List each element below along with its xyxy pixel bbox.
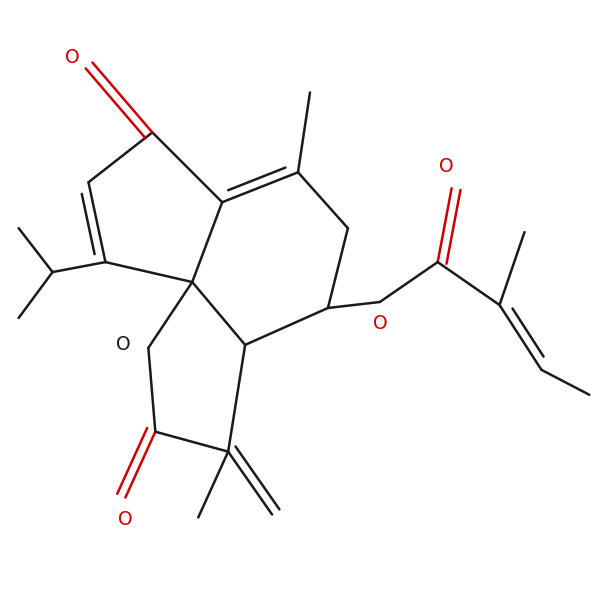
Text: O: O <box>373 314 387 334</box>
Text: O: O <box>65 48 80 67</box>
Text: O: O <box>116 335 131 355</box>
Text: O: O <box>118 510 133 529</box>
Text: O: O <box>439 157 454 176</box>
